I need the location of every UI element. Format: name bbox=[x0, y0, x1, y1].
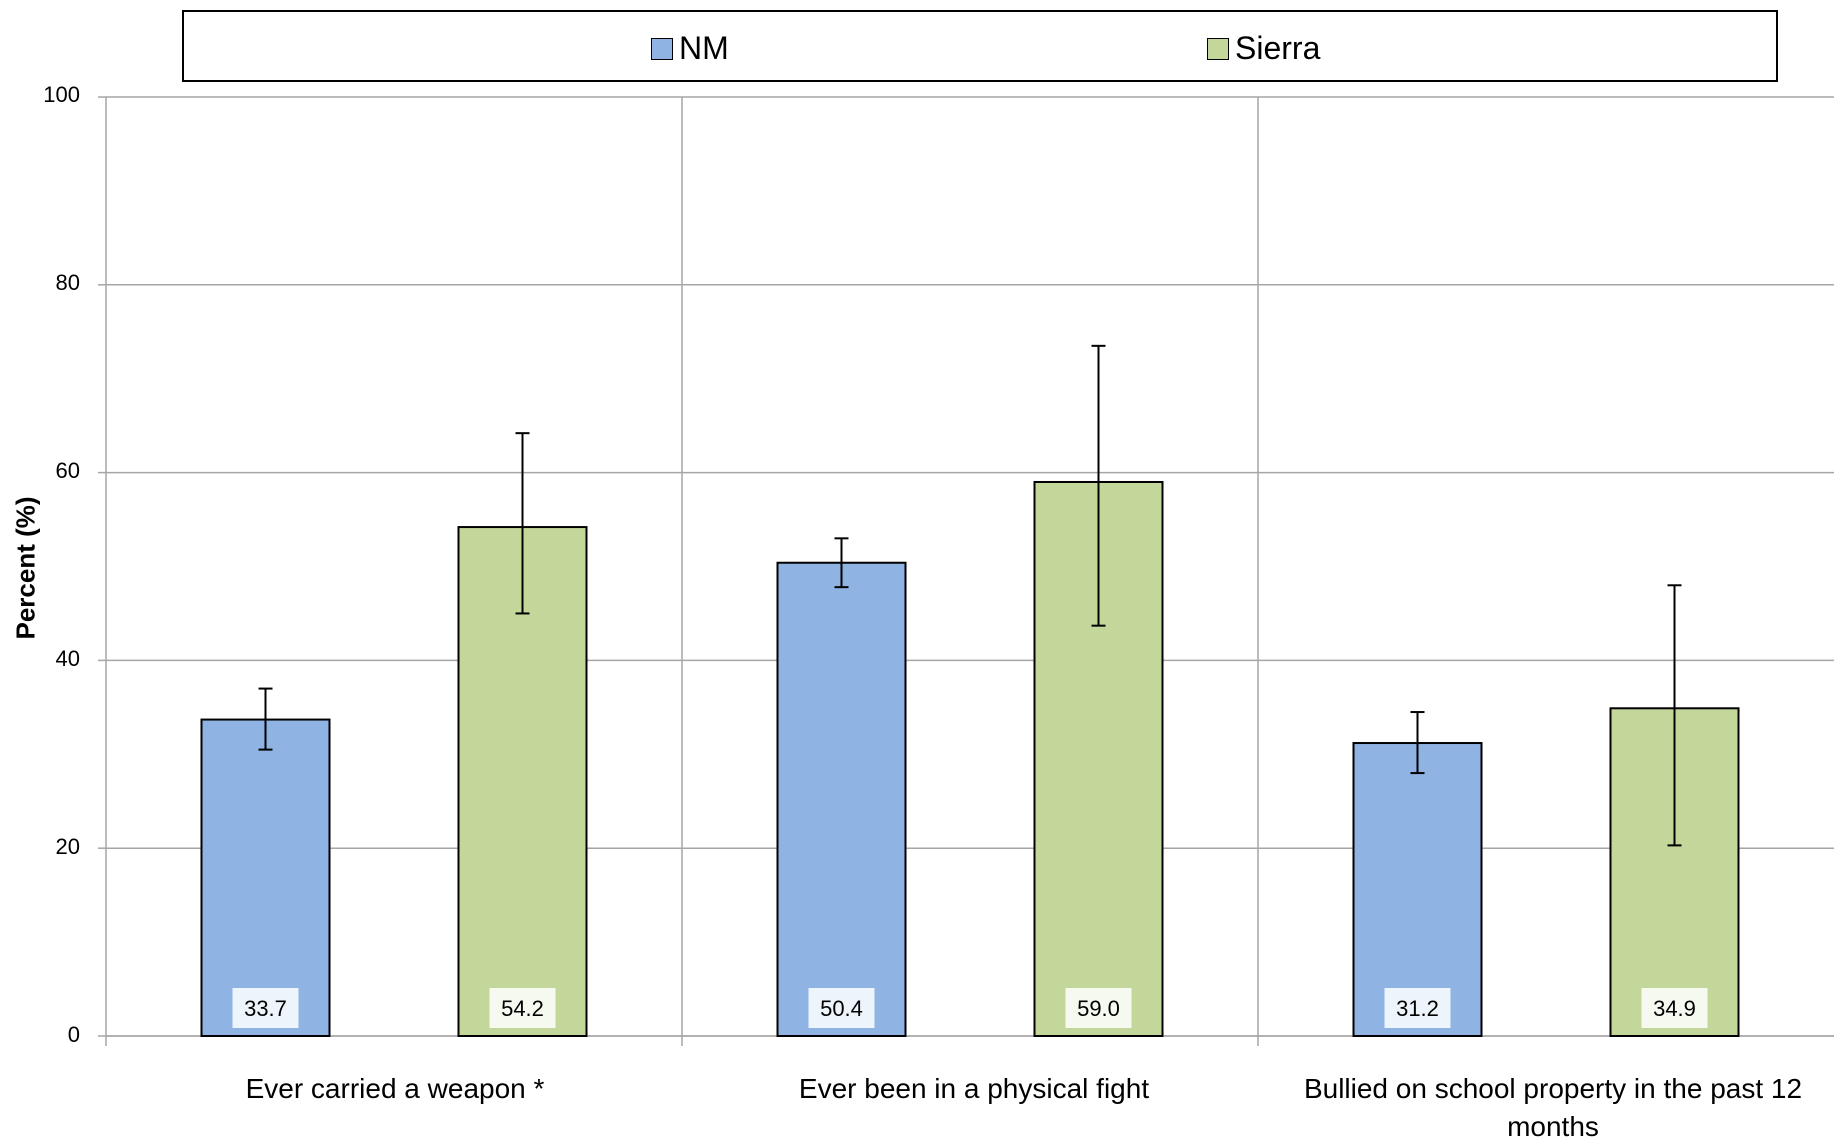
legend-swatch-sierra bbox=[1207, 37, 1229, 60]
data-label-box bbox=[1641, 988, 1708, 1028]
y-tick-label: 40 bbox=[55, 646, 80, 671]
legend-label-nm: NM bbox=[679, 30, 729, 66]
bar-nm bbox=[1352, 742, 1483, 1037]
data-label-box bbox=[232, 988, 299, 1028]
data-label-box bbox=[489, 988, 556, 1028]
data-label-box bbox=[1384, 988, 1451, 1028]
data-label: 33.7 bbox=[244, 996, 287, 1021]
data-label-box bbox=[808, 988, 875, 1028]
legend-label-sierra: Sierra bbox=[1235, 30, 1321, 66]
y-tick-label: 60 bbox=[55, 458, 80, 483]
data-label: 50.4 bbox=[820, 996, 863, 1021]
legend: NM Sierra bbox=[182, 10, 1778, 82]
legend-swatch-nm bbox=[651, 37, 673, 60]
data-label-box bbox=[1065, 988, 1132, 1028]
legend-item-sierra: Sierra bbox=[1207, 30, 1320, 67]
y-tick-label: 20 bbox=[55, 834, 80, 859]
x-category-label: Ever carried a weapon * bbox=[245, 1073, 545, 1104]
data-label: 59.0 bbox=[1077, 996, 1120, 1021]
data-label: 34.9 bbox=[1653, 996, 1696, 1021]
data-label: 31.2 bbox=[1396, 996, 1439, 1021]
bar-nm bbox=[776, 561, 907, 1038]
data-label: 54.2 bbox=[501, 996, 544, 1021]
y-tick-label: 0 bbox=[67, 1022, 80, 1047]
y-tick-label: 80 bbox=[55, 270, 80, 295]
y-tick-label: 100 bbox=[43, 82, 80, 107]
x-category-label: Ever been in a physical fight bbox=[798, 1073, 1150, 1104]
bar-nm bbox=[200, 718, 331, 1037]
legend-item-nm: NM bbox=[651, 30, 729, 67]
x-category-label: Bullied on school property in the past 1… bbox=[1303, 1073, 1803, 1142]
